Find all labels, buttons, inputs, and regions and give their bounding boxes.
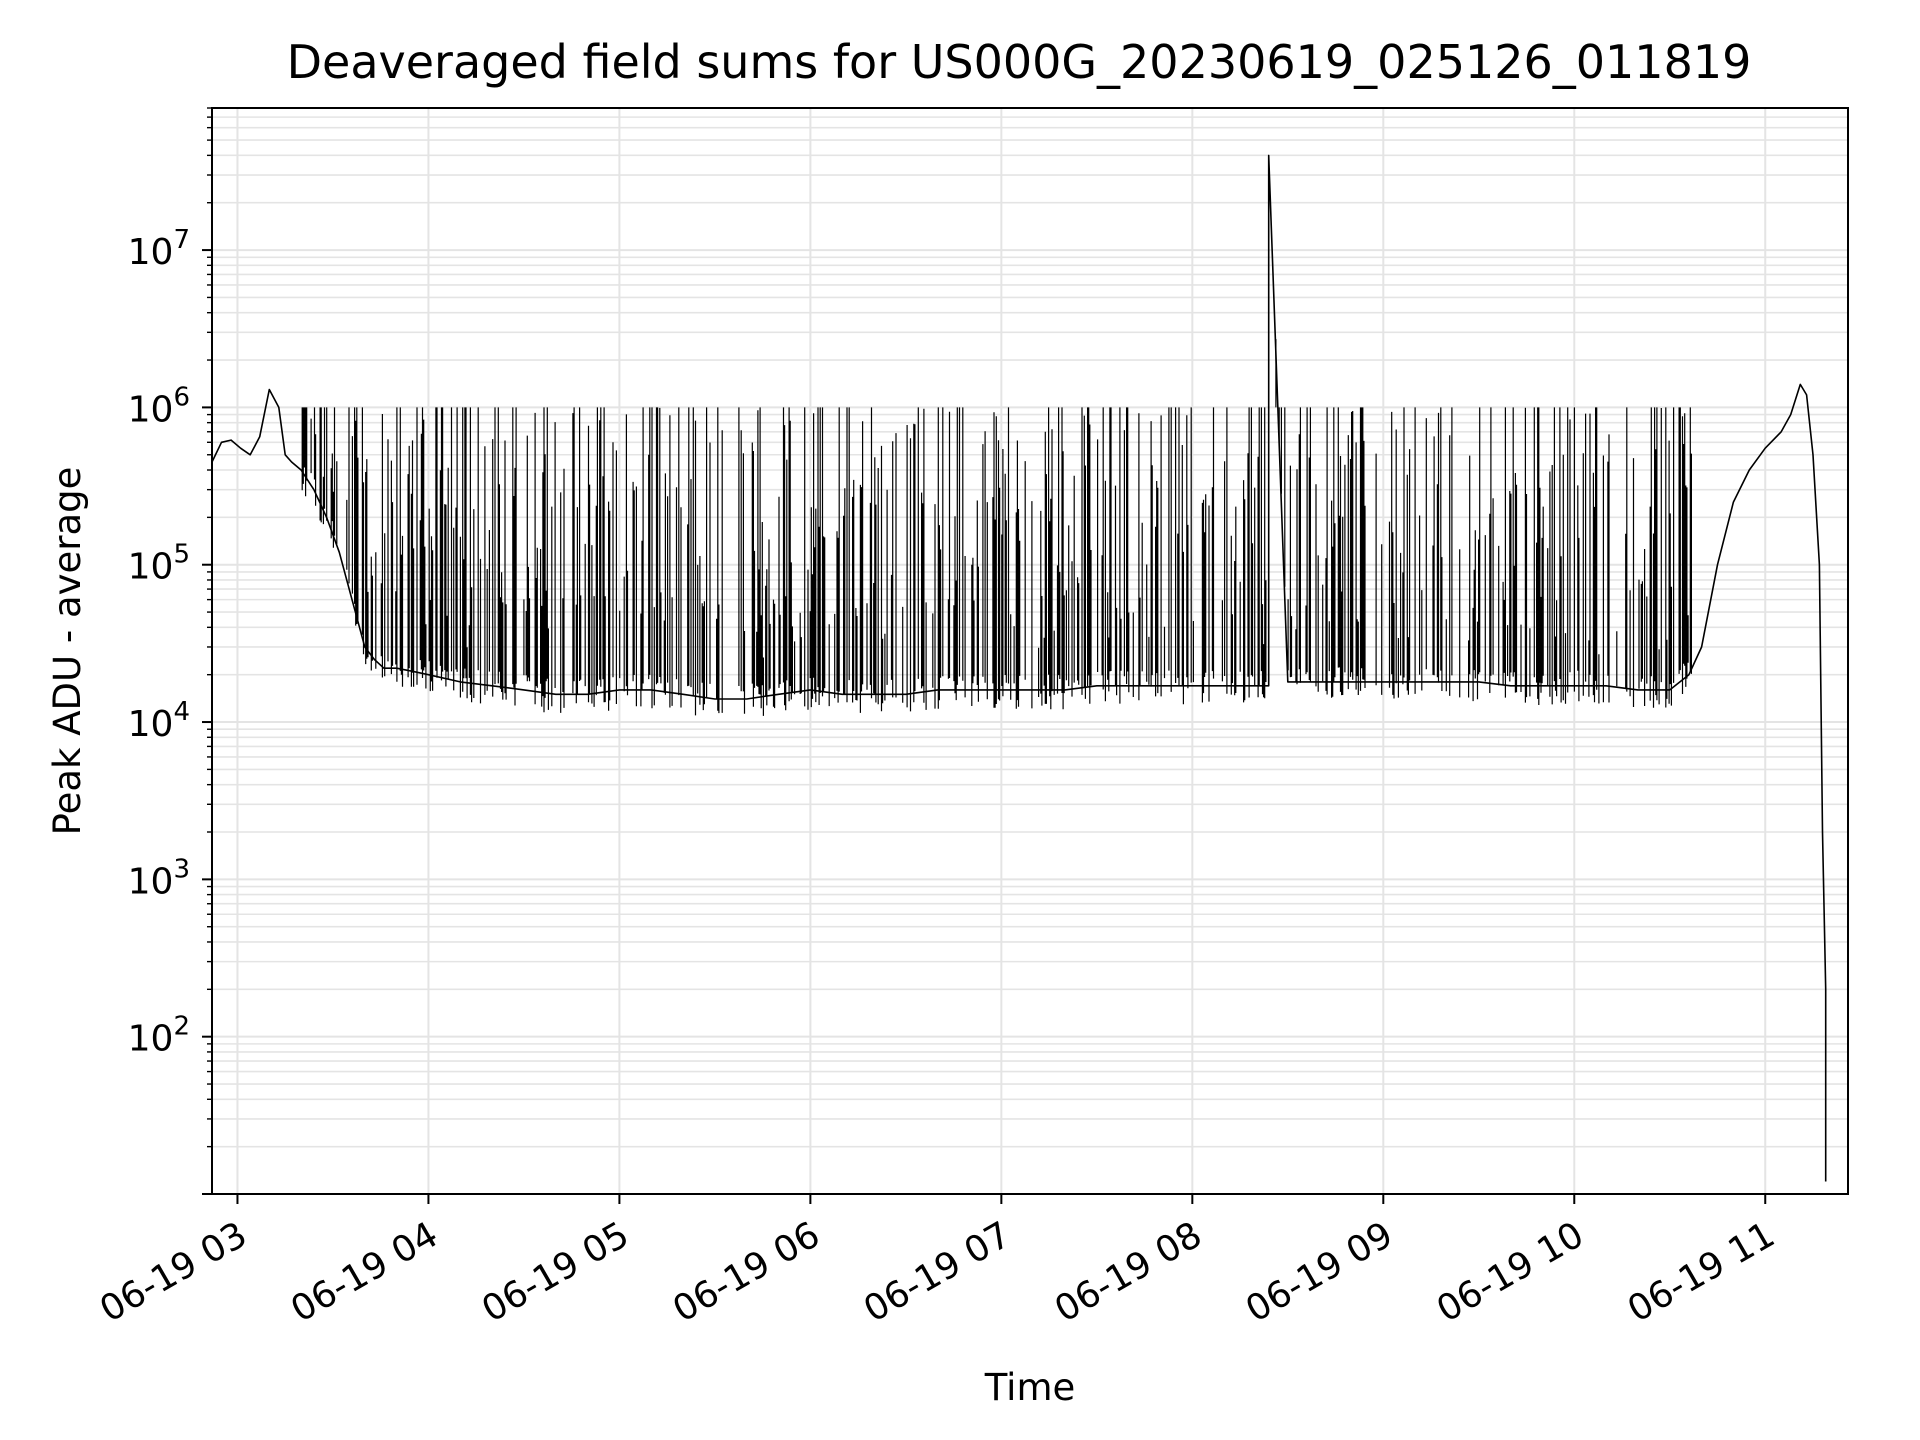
chart-title: Deaveraged field sums for US000G_2023061…	[287, 35, 1752, 89]
y-tick-label: 102	[128, 1012, 190, 1060]
y-axis: 102 103 104 105 106 107	[128, 107, 212, 1195]
plot-area-border	[211, 107, 1849, 1195]
y-axis-label: Peak ADU - average	[46, 467, 89, 836]
y-tick-label: 103	[128, 854, 190, 902]
y-tick-label: 106	[128, 382, 190, 430]
y-tick-label: 104	[128, 697, 190, 745]
grid	[212, 107, 1848, 1195]
y-tick-label: 105	[128, 540, 190, 588]
y-tick-label: 107	[128, 225, 190, 273]
x-axis-label: Time	[984, 1366, 1076, 1409]
